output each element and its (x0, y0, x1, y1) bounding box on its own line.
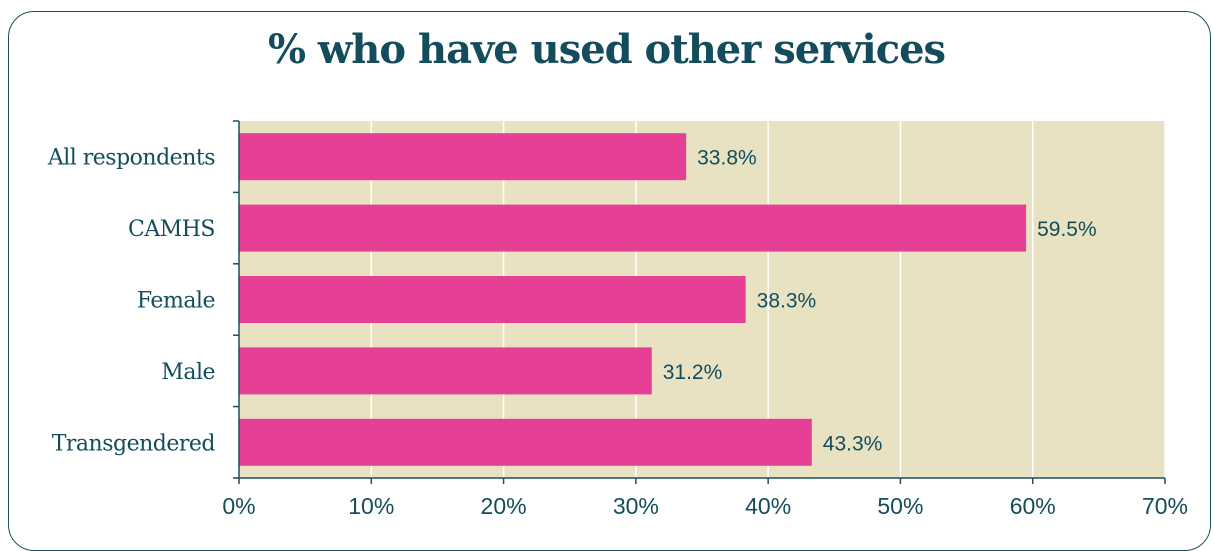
x-tick-label-0: 0% (222, 493, 255, 519)
data-label-2: 38.3% (757, 290, 817, 313)
x-tick-label-10: 10% (348, 493, 394, 519)
bar-2 (239, 276, 746, 323)
category-label-0: All respondents (47, 146, 215, 171)
x-tick-label-50: 50% (877, 493, 923, 519)
x-tick-label-20: 20% (481, 493, 527, 519)
bar-chart: 33.8% All respondents 59.5% CAMHS 38.3% Femal… (47, 120, 1188, 519)
data-label-4: 43.3% (823, 432, 883, 455)
bar-1 (239, 204, 1027, 252)
bar-3 (239, 347, 652, 395)
chart-title: % who have used other services (267, 26, 946, 73)
x-tick-label-40: 40% (745, 493, 791, 519)
data-label-0: 33.8% (697, 147, 757, 170)
x-tick-label-30: 30% (613, 493, 659, 519)
bar-4 (239, 418, 812, 466)
category-label-3: Male (161, 360, 215, 385)
data-label-1: 59.5% (1037, 218, 1097, 241)
x-tick-label-60: 60% (1010, 493, 1056, 519)
category-label-1: CAMHS (128, 217, 215, 242)
x-tick-label-70: 70% (1142, 493, 1188, 519)
category-label-4: Transgendered (52, 431, 216, 456)
bar-0 (239, 133, 687, 181)
category-label-2: Female (137, 289, 215, 314)
data-label-3: 31.2% (663, 361, 723, 384)
